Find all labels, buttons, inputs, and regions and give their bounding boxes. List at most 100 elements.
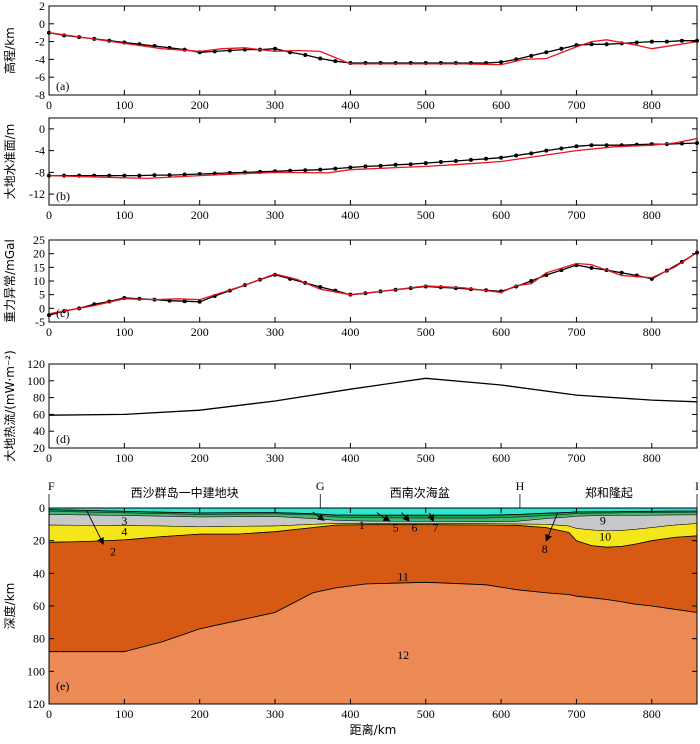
x-tick-label: 500 (417, 208, 435, 222)
arrow-layer-2 (86, 510, 104, 545)
data-point (227, 48, 232, 53)
y-tick-label: 0 (39, 501, 45, 515)
y-tick-label: -4 (35, 52, 45, 66)
data-point (619, 270, 624, 275)
x-tick-label: 600 (492, 325, 510, 339)
y-tick-label: -12 (29, 187, 45, 201)
data-point (529, 53, 534, 58)
profile-point-H: H (516, 479, 525, 493)
panel-elevation: 0 100 200 300 400 500 600 700 800 2 0 -2 -4 -6 -8 高程/km… (2, 0, 699, 112)
y-tick-label: -8 (35, 165, 45, 179)
plot-frame (48, 5, 698, 96)
panel-gravity-anomaly: 0 100 200 300 400 500 600 700 8002520151050-5重力异… (3, 233, 699, 339)
data-point (664, 39, 669, 44)
data-point (212, 49, 217, 54)
panel-geoid: 0 100 200 300 400 500 600 700 800 0 -4 -8 -12 大地水准面/m… (3, 117, 699, 222)
x-tick-label: 200 (191, 707, 209, 721)
y-tick-label: 80 (33, 391, 45, 405)
arrow-layer-7 (427, 512, 434, 522)
series-line-model (48, 252, 698, 315)
layer-label-4: 4 (121, 525, 127, 539)
y-tick-label: 100 (27, 374, 45, 388)
panel-label: (c) (56, 306, 69, 320)
y-tick-label: 120 (27, 697, 45, 711)
x-tick-label: 500 (417, 98, 435, 112)
data-point (107, 173, 112, 178)
plot-frame (48, 117, 698, 206)
data-point (152, 173, 157, 178)
data-point (574, 144, 579, 149)
y-tick-label: 2 (39, 0, 45, 13)
y-tick-label: 120 (27, 357, 45, 371)
x-tick-label: 100 (115, 707, 133, 721)
layer-label-3: 3 (121, 514, 127, 528)
y-tick-label: 0 (39, 301, 45, 315)
y-tick-label: 20 (33, 247, 45, 261)
y-axis-label: 深度/km (2, 583, 17, 630)
y-tick-label: 0 (39, 122, 45, 136)
x-tick-label: 100 (115, 451, 133, 465)
panel-label: (e) (56, 679, 69, 693)
y-tick-label: 10 (33, 274, 45, 288)
data-point (468, 157, 473, 162)
layer-label-8: 8 (542, 542, 548, 556)
x-tick-label: 600 (492, 208, 510, 222)
y-tick-label: -6 (35, 70, 45, 84)
data-point (604, 143, 609, 148)
x-tick-label: 600 (492, 98, 510, 112)
profile-point-G: G (316, 479, 325, 493)
y-axis-label: 重力异常/mGal (3, 239, 17, 323)
data-point (589, 265, 594, 270)
y-tick-label: 20 (33, 534, 45, 548)
data-point (273, 46, 278, 51)
x-tick-label: 300 (266, 451, 284, 465)
data-point (333, 59, 338, 64)
data-point (318, 167, 323, 172)
x-tick-label: 700 (567, 325, 585, 339)
data-point (499, 155, 504, 160)
y-tick-label: 40 (33, 424, 45, 438)
data-point (318, 285, 323, 290)
y-tick-label: 25 (33, 233, 45, 247)
y-tick-label: 5 (39, 288, 45, 302)
data-point (514, 153, 519, 158)
region-label: 西沙群岛一中建地块 (131, 485, 239, 500)
x-tick-label: 100 (115, 208, 133, 222)
y-tick-label: 0 (39, 17, 45, 31)
data-point (499, 60, 504, 65)
x-tick-label: 300 (266, 325, 284, 339)
series-line-observed (48, 252, 698, 316)
y-axis-label: 大地水准面/m (3, 124, 17, 200)
panel-label: (b) (56, 189, 70, 203)
arrow-layer-5 (376, 512, 391, 522)
data-point (604, 42, 609, 47)
data-point (438, 160, 443, 165)
layer-label-7: 7 (433, 521, 439, 535)
x-tick-label: 400 (341, 451, 359, 465)
data-point (559, 46, 564, 51)
arrow-layer-8 (545, 512, 559, 542)
x-tick-label: 100 (115, 325, 133, 339)
series-line-observed (48, 32, 697, 64)
data-point (544, 148, 549, 153)
panel-heat-flow: 0 100 200 300 400 500 600 700 800 120 100 80 60 40 20 大… (3, 350, 698, 465)
data-point (182, 299, 187, 304)
layer-label-2: 2 (110, 544, 116, 558)
y-tick-label: 60 (33, 599, 45, 613)
series-line-observed (49, 142, 698, 177)
data-point (167, 173, 172, 178)
data-point (303, 52, 308, 57)
data-point (242, 47, 247, 52)
data-point (333, 166, 338, 171)
x-tick-label: 500 (417, 325, 435, 339)
x-tick-label: 200 (191, 451, 209, 465)
x-tick-label: 0 (46, 707, 52, 721)
x-tick-label: 300 (266, 98, 284, 112)
y-tick-label: -4 (35, 144, 45, 158)
x-tick-label: 0 (46, 98, 52, 112)
data-point (529, 279, 534, 283)
data-point (679, 141, 684, 146)
profile-point-F: F (48, 479, 55, 493)
